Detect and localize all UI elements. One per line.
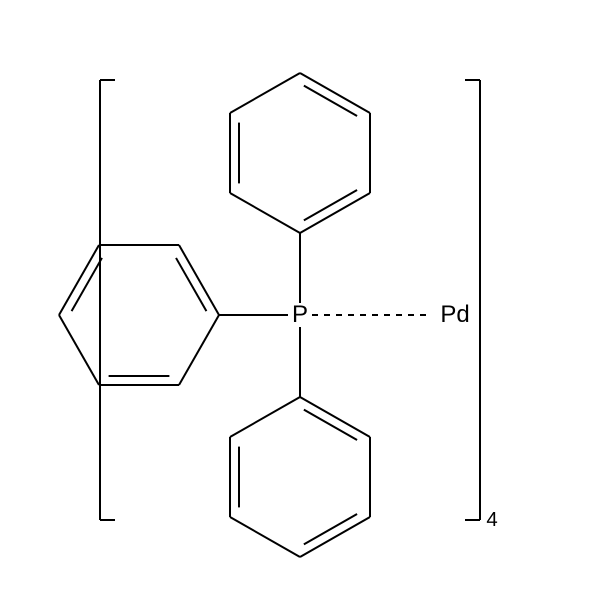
palladium-label: Pd	[438, 303, 471, 327]
phosphorus-label: P	[290, 303, 310, 327]
molecule-svg	[0, 0, 600, 600]
subscript-label: 4	[484, 510, 499, 530]
